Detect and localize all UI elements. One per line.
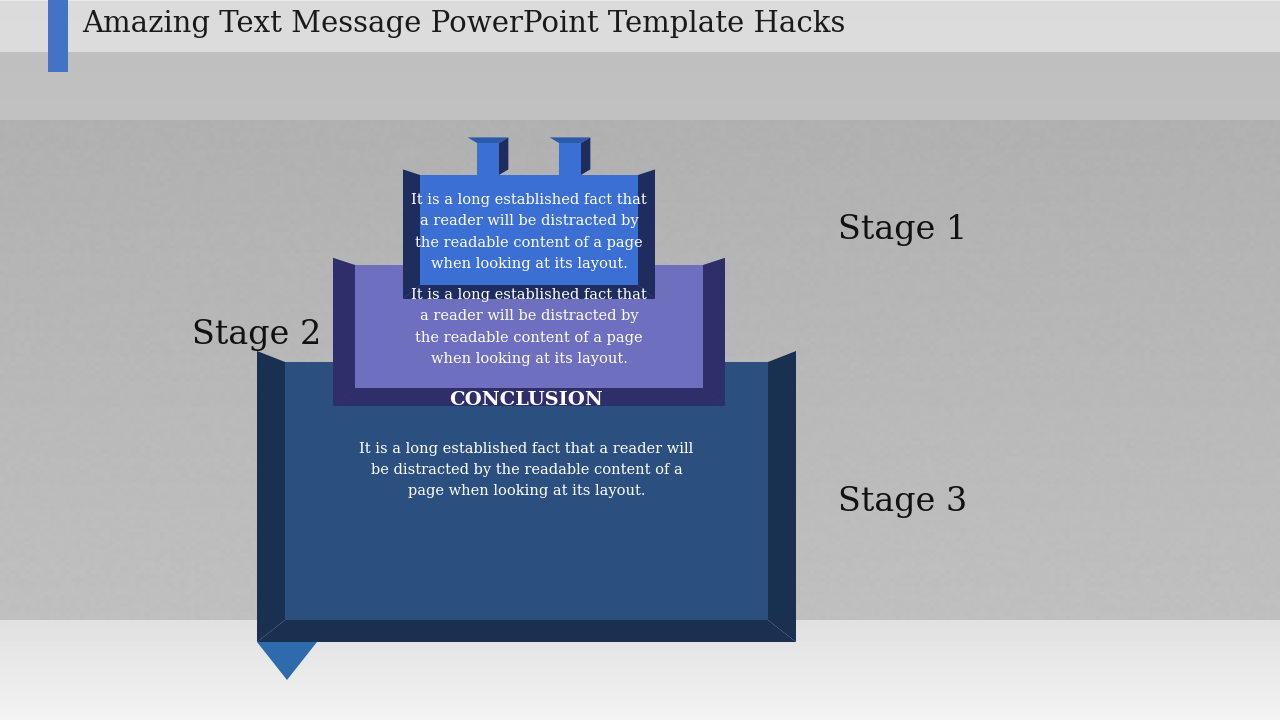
- Polygon shape: [403, 169, 420, 299]
- Polygon shape: [768, 351, 796, 642]
- Text: Stage 3: Stage 3: [838, 486, 968, 518]
- Text: CONCLUSION: CONCLUSION: [449, 391, 603, 409]
- Text: Stage 2: Stage 2: [192, 319, 321, 351]
- Text: It is a long established fact that
a reader will be distracted by
the readable c: It is a long established fact that a rea…: [411, 288, 646, 366]
- Polygon shape: [257, 620, 796, 642]
- Polygon shape: [637, 169, 655, 299]
- Polygon shape: [403, 285, 655, 299]
- Polygon shape: [581, 138, 590, 175]
- Polygon shape: [333, 258, 355, 406]
- Polygon shape: [257, 642, 317, 680]
- FancyBboxPatch shape: [420, 175, 637, 285]
- Polygon shape: [549, 138, 590, 143]
- FancyBboxPatch shape: [49, 0, 68, 72]
- Polygon shape: [257, 351, 285, 642]
- Text: Amazing Text Message PowerPoint Template Hacks: Amazing Text Message PowerPoint Template…: [82, 10, 845, 38]
- Polygon shape: [467, 138, 508, 143]
- FancyBboxPatch shape: [355, 265, 703, 388]
- Polygon shape: [333, 388, 724, 406]
- FancyBboxPatch shape: [0, 0, 1280, 52]
- FancyBboxPatch shape: [285, 362, 768, 620]
- FancyBboxPatch shape: [477, 143, 499, 175]
- Text: It is a long established fact that
a reader will be distracted by
the readable c: It is a long established fact that a rea…: [411, 193, 646, 271]
- Text: It is a long established fact that a reader will
be distracted by the readable c: It is a long established fact that a rea…: [360, 442, 694, 498]
- Polygon shape: [703, 258, 724, 406]
- FancyBboxPatch shape: [559, 143, 581, 175]
- Polygon shape: [499, 138, 508, 175]
- Text: Stage 1: Stage 1: [838, 214, 968, 246]
